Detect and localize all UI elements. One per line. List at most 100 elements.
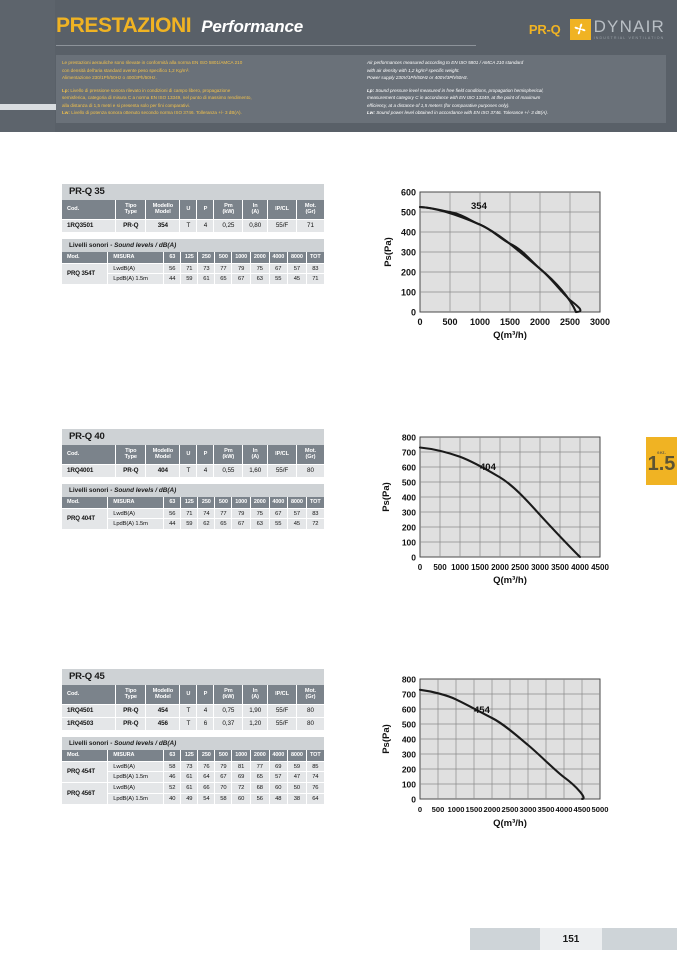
col-tipo: Tipo Type xyxy=(115,445,147,465)
notes-it-lw-label: Lw: xyxy=(62,110,70,116)
sound-table-prq45: Mod. MISURA 63 125 250 500 1000 2000 400… xyxy=(62,749,324,804)
svg-text:100: 100 xyxy=(402,538,416,548)
snd-val: 67 xyxy=(231,273,251,285)
col-pm: Pm (kW) xyxy=(213,200,244,220)
col-cod: Cod. xyxy=(62,685,117,705)
snd-val: 52 xyxy=(163,782,182,794)
snd-val: 40 xyxy=(163,792,182,804)
snd-val: 66 xyxy=(197,782,216,794)
snd-col-2000: 2000 xyxy=(250,251,270,264)
page-footer: 151 xyxy=(0,928,677,958)
snd-val: 44 xyxy=(163,273,182,285)
snd-col-125: 125 xyxy=(180,496,199,509)
snd-val: 79 xyxy=(231,507,251,519)
svg-text:1500: 1500 xyxy=(500,317,520,327)
cell-pm: 0,55 xyxy=(213,463,244,477)
snd-val: 59 xyxy=(180,273,199,285)
snd-val: 56 xyxy=(163,507,182,519)
snd-val: 73 xyxy=(180,760,199,772)
snd-misura: LwdB(A) xyxy=(107,507,165,519)
snd-val: 67 xyxy=(269,262,289,274)
cell-mot: 80 xyxy=(296,463,324,477)
cell-p: 4 xyxy=(196,218,215,232)
snd-val: 83 xyxy=(306,262,324,274)
snd-misura: LwdB(A) xyxy=(107,262,165,274)
chart-ylabel-prq40: Ps(Pa) xyxy=(381,482,392,512)
sound-title-prq45: Livelli sonori - Sound levels / dB(A) xyxy=(62,736,324,750)
svg-text:600: 600 xyxy=(402,463,416,473)
col-p: P xyxy=(196,445,215,465)
notes-italian: Le prestazioni aerauliche sono rilevate … xyxy=(56,55,361,123)
cell-ipcl: 55/F xyxy=(267,463,297,477)
snd-val: 72 xyxy=(306,518,324,530)
cell-u: T xyxy=(179,703,198,718)
snd-val: 79 xyxy=(214,760,233,772)
snd-model: PRQ 456T xyxy=(62,782,109,804)
snd-val: 79 xyxy=(231,262,251,274)
table-row: 1RQ4501 PR-Q 454 T 4 0,75 1,90 55/F 80 xyxy=(62,703,324,718)
snd-val: 65 xyxy=(214,518,233,530)
curve-label-454: 454 xyxy=(474,705,491,716)
snd-val: 71 xyxy=(180,507,199,519)
snd-col-500: 500 xyxy=(214,251,233,264)
notes-en-lp-line1: Sound pressure level measured in free fi… xyxy=(374,87,544,93)
notes-en-p1-line2: with air density with 1,2 kg/m³ specific… xyxy=(367,67,460,73)
svg-text:1500: 1500 xyxy=(466,805,483,814)
snd-val: 64 xyxy=(197,771,216,783)
cell-u: T xyxy=(179,218,198,232)
section-tab[interactable]: sez. 1.5 xyxy=(646,437,677,485)
snd-col-500: 500 xyxy=(214,749,233,762)
snd-val: 55 xyxy=(269,518,289,530)
svg-text:700: 700 xyxy=(402,690,416,700)
snd-val: 56 xyxy=(163,262,182,274)
svg-text:2500: 2500 xyxy=(511,563,529,572)
snd-val: 57 xyxy=(287,507,307,519)
section-tab-number: 1.5 xyxy=(647,453,676,475)
snd-val: 73 xyxy=(197,262,216,274)
spec-header-row: Cod. Tipo Type Modello Model U P Pm (kW) In… xyxy=(62,200,324,220)
svg-text:200: 200 xyxy=(402,765,416,775)
snd-val: 45 xyxy=(287,273,307,285)
svg-text:2000: 2000 xyxy=(491,563,509,572)
snd-val: 72 xyxy=(231,782,251,794)
snd-val: 74 xyxy=(306,771,324,783)
snd-val: 48 xyxy=(269,792,289,804)
snd-val: 77 xyxy=(214,507,233,519)
svg-text:800: 800 xyxy=(402,675,416,685)
chart-svg-prq45: 800 700 600 500 400 300 200 100 0 0 500 … xyxy=(381,675,609,830)
svg-text:400: 400 xyxy=(402,735,416,745)
title-divider xyxy=(56,45,476,46)
chart-xlabel-prq45: Q(m³/h) xyxy=(493,818,527,829)
cell-cod: 1RQ4001 xyxy=(62,463,117,477)
notes-en-paragraph-2: Lp: Sound pressure level measured in fre… xyxy=(367,87,660,117)
cell-p: 6 xyxy=(196,716,215,730)
cell-cod: 1RQ3501 xyxy=(62,218,117,232)
cell-modello: 456 xyxy=(145,716,181,730)
snd-val: 77 xyxy=(214,262,233,274)
logo-wordmark: DYNAIR INDUSTRIAL VENTILATION xyxy=(594,18,665,40)
cell-modello: 454 xyxy=(145,703,181,718)
col-modello: Modello Model xyxy=(145,685,181,705)
svg-text:1000: 1000 xyxy=(448,805,465,814)
svg-text:4500: 4500 xyxy=(591,563,609,572)
cell-tipo: PR-Q xyxy=(115,218,147,232)
snd-val: 62 xyxy=(197,518,216,530)
snd-col-tot: TOT xyxy=(306,251,324,264)
snd-val: 60 xyxy=(269,782,289,794)
svg-text:3000: 3000 xyxy=(520,805,537,814)
svg-text:600: 600 xyxy=(402,705,416,715)
notes-it-p1-line2: con densità dell'aria standard avente pe… xyxy=(62,67,190,73)
snd-val: 65 xyxy=(250,771,270,783)
page-number-box: 151 xyxy=(540,928,602,950)
svg-text:200: 200 xyxy=(402,523,416,533)
col-mot: Mot. (Gr) xyxy=(296,445,324,465)
col-cod: Cod. xyxy=(62,200,117,220)
svg-text:200: 200 xyxy=(401,268,416,278)
snd-col-125: 125 xyxy=(180,251,199,264)
svg-text:1500: 1500 xyxy=(471,563,489,572)
cell-modello: 404 xyxy=(145,463,181,477)
sound-header-row: Mod. MISURA 63 125 250 500 1000 2000 400… xyxy=(62,496,324,509)
chart-ylabel-prq35: Ps(Pa) xyxy=(383,237,394,267)
snd-val: 59 xyxy=(180,518,199,530)
svg-text:5000: 5000 xyxy=(592,805,609,814)
